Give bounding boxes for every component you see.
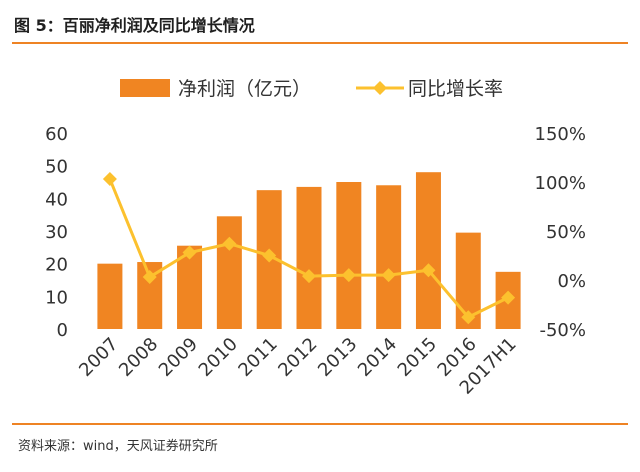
x-tick-label: 2011 [234,334,281,381]
growth-point-2013 [341,268,356,283]
legend-bar-swatch [120,79,170,97]
footer-divider [12,423,628,425]
bar-2009 [177,245,203,329]
right-tick-label: 150% [535,124,586,145]
right-tick-label: 50% [546,222,586,243]
bar-2012 [296,186,322,329]
left-axis: 0 10 20 30 40 50 60 [45,124,68,341]
x-tick-label: 2015 [394,334,441,381]
growth-point-2016 [461,310,476,325]
x-axis: 2007200820092010201120122013201420152016… [75,334,520,399]
legend: 净利润（亿元） 同比增长率 [120,78,503,100]
growth-point-2014 [381,268,396,283]
left-tick-label: 40 [45,189,68,210]
right-tick-label: 100% [535,173,586,194]
page-title: 图 5：百丽净利润及同比增长情况 [14,16,255,35]
growth-point-2017H1 [501,290,516,305]
left-tick-label: 60 [45,124,68,145]
left-tick-label: 10 [45,287,68,308]
title-divider [12,42,628,44]
left-tick-label: 30 [45,222,68,243]
line-series [102,172,516,325]
left-tick-label: 0 [57,320,68,341]
x-tick-label: 2010 [195,334,242,381]
legend-label-growth-rate: 同比增长率 [408,78,503,100]
x-tick-label: 2012 [274,334,321,381]
x-tick-label: 2008 [115,334,162,381]
growth-point-2011 [262,248,277,263]
bar-2014 [376,185,402,329]
x-tick-label: 2014 [354,334,401,381]
bar-2010 [216,216,242,329]
source-note: 资料来源：wind，天风证券研究所 [18,439,218,454]
bar-2007 [97,263,123,329]
growth-point-2010 [222,236,237,251]
growth-point-2007 [102,172,117,187]
x-tick-label: 2007 [75,334,122,381]
bar-2013 [336,182,362,329]
growth-point-2008 [142,270,157,285]
left-tick-label: 20 [45,255,68,276]
left-tick-label: 50 [45,157,68,178]
right-tick-label: -50% [539,320,586,341]
x-tick-label: 2013 [314,334,361,381]
bar-2015 [415,172,441,329]
legend-diamond-marker [373,81,387,95]
growth-point-2012 [302,269,316,284]
right-tick-label: 0% [557,271,586,292]
legend-label-net-profit: 净利润（亿元） [178,78,311,100]
right-axis: -50% 0% 50% 100% 150% [535,124,586,341]
chart: 净利润（亿元） 同比增长率 0 10 20 30 40 50 60 -50% 0% 50% 100… [45,78,586,399]
x-tick-label: 2009 [155,334,202,381]
growth-point-2009 [182,245,197,260]
growth-point-2015 [421,263,436,278]
